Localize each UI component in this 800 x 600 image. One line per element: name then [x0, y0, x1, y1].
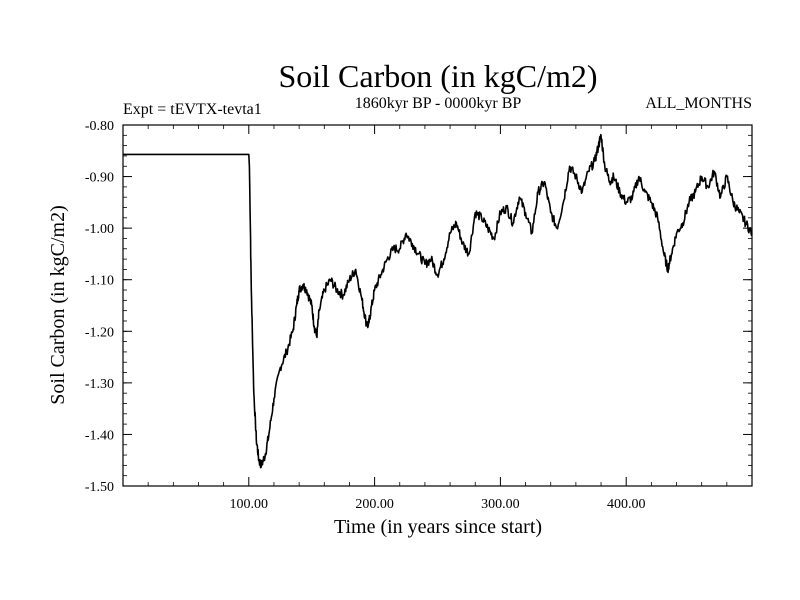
x-tick-label: 200.00: [355, 497, 394, 512]
y-tick-label: -1.10: [85, 274, 114, 289]
plot-frame: [122, 124, 753, 487]
y-tick-label: -0.80: [85, 119, 114, 134]
y-axis-label: Soil Carbon (in kgC/m2): [47, 205, 69, 404]
y-tick-label: -1.40: [85, 428, 114, 443]
x-tick-label: 400.00: [607, 497, 646, 512]
y-tick-label: -1.20: [85, 325, 114, 340]
soil-carbon-series-line: [123, 133, 753, 469]
chart-subtitle: 1860kyr BP - 0000kyr BP: [355, 95, 522, 112]
y-tick-label: -1.30: [85, 377, 114, 392]
axis-layer: -1.50 -1.40 -1.30 -1.20 -1.10 -1.00 -0.90 -0.80…: [85, 119, 752, 512]
x-tick-label: 100.00: [230, 497, 269, 512]
y-tick-label: -1.00: [85, 222, 114, 237]
series-layer: [123, 133, 753, 469]
x-tick-label: 300.00: [481, 497, 520, 512]
period-label: ALL_MONTHS: [645, 95, 752, 112]
chart-title: Soil Carbon (in kgC/m2): [278, 58, 597, 94]
y-tick-label: -0.90: [85, 171, 114, 186]
x-axis-label: Time (in years since start): [334, 516, 542, 538]
experiment-label: Expt = tEVTX-tevta1: [123, 101, 262, 118]
y-tick-label: -1.50: [85, 480, 114, 495]
